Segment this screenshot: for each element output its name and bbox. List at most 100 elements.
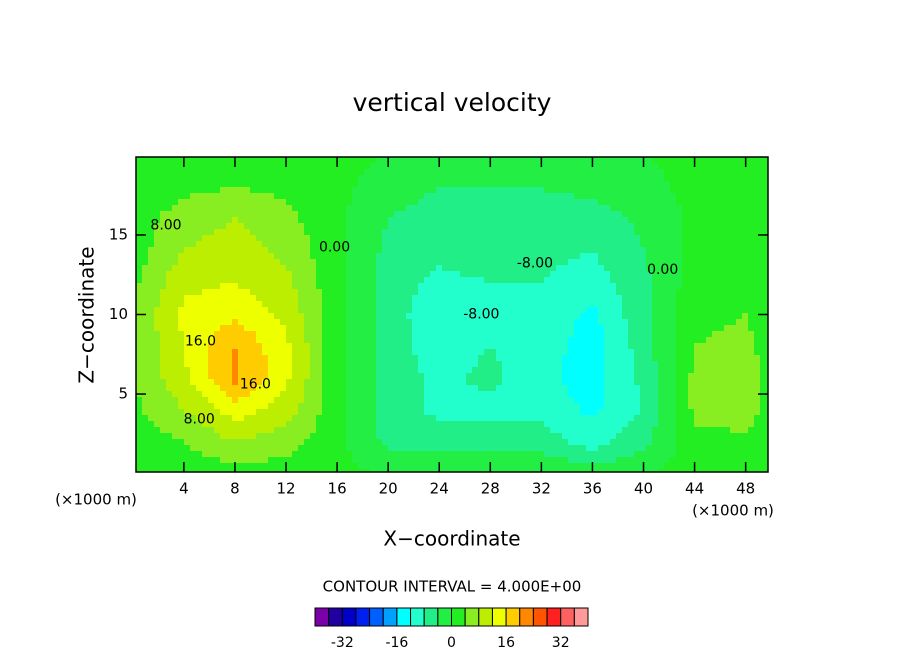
field-cell (496, 295, 503, 302)
field-cell (610, 361, 617, 368)
field-cell (334, 319, 341, 326)
field-cell (214, 229, 221, 236)
field-cell (658, 403, 665, 410)
field-cell (400, 211, 407, 218)
field-cell (160, 301, 167, 308)
field-cell (172, 271, 179, 278)
field-cell (742, 271, 749, 278)
field-cell (688, 193, 695, 200)
field-cell (736, 421, 743, 428)
field-cell (574, 319, 581, 326)
field-cell (634, 271, 641, 278)
field-cell (700, 199, 707, 206)
field-cell (550, 361, 557, 368)
field-cell (682, 307, 689, 314)
field-cell (598, 229, 605, 236)
field-cell (166, 343, 173, 350)
field-cell (634, 379, 641, 386)
field-cell (268, 343, 275, 350)
field-cell (184, 199, 191, 206)
field-cell (268, 307, 275, 314)
field-cell (502, 271, 509, 278)
field-cell (406, 361, 413, 368)
field-cell (220, 337, 227, 344)
field-cell (226, 301, 233, 308)
field-cell (136, 325, 143, 332)
field-cell (598, 169, 605, 176)
field-cell (622, 217, 629, 224)
field-cell (730, 427, 737, 434)
field-cell (700, 157, 707, 164)
field-cell (388, 319, 395, 326)
field-cell (160, 367, 167, 374)
field-cell (676, 163, 683, 170)
field-cell (514, 319, 521, 326)
field-cell (148, 181, 155, 188)
field-cell (478, 253, 485, 260)
field-cell (622, 163, 629, 170)
field-cell (178, 403, 185, 410)
field-cell (280, 283, 287, 290)
field-cell (160, 319, 167, 326)
field-cell (220, 331, 227, 338)
field-cell (634, 175, 641, 182)
field-cell (238, 355, 245, 362)
field-cell (142, 241, 149, 248)
field-cell (610, 163, 617, 170)
field-cell (622, 253, 629, 260)
field-cell (460, 355, 467, 362)
field-cell (340, 175, 347, 182)
field-cell (136, 367, 143, 374)
field-cell (760, 385, 767, 392)
field-cell (448, 169, 455, 176)
field-cell (226, 247, 233, 254)
field-cell (358, 169, 365, 176)
field-cell (556, 337, 563, 344)
field-cell (730, 331, 737, 338)
field-cell (256, 199, 263, 206)
field-cell (370, 433, 377, 440)
field-cell (298, 205, 305, 212)
field-cell (256, 355, 263, 362)
field-cell (550, 391, 557, 398)
field-cell (730, 193, 737, 200)
field-cell (340, 277, 347, 284)
field-cell (682, 409, 689, 416)
field-cell (586, 427, 593, 434)
field-cell (508, 427, 515, 434)
field-cell (262, 391, 269, 398)
field-cell (280, 271, 287, 278)
field-cell (154, 271, 161, 278)
field-cell (670, 337, 677, 344)
field-cell (454, 163, 461, 170)
field-cell (292, 379, 299, 386)
field-cell (286, 427, 293, 434)
field-cell (466, 433, 473, 440)
field-cell (406, 355, 413, 362)
field-cell (148, 223, 155, 230)
field-cell (280, 193, 287, 200)
field-cell (520, 169, 527, 176)
field-cell (712, 319, 719, 326)
field-cell (544, 319, 551, 326)
field-cell (394, 211, 401, 218)
field-cell (742, 385, 749, 392)
field-cell (754, 259, 761, 266)
field-cell (700, 301, 707, 308)
field-cell (178, 187, 185, 194)
field-cell (442, 193, 449, 200)
field-cell (184, 421, 191, 428)
field-cell (388, 253, 395, 260)
field-cell (670, 175, 677, 182)
field-cell (700, 277, 707, 284)
field-cell (562, 283, 569, 290)
field-cell (376, 241, 383, 248)
field-cell (682, 271, 689, 278)
field-cell (244, 355, 251, 362)
field-cell (592, 427, 599, 434)
field-cell (640, 223, 647, 230)
field-cell (646, 337, 653, 344)
field-cell (316, 373, 323, 380)
field-cell (478, 157, 485, 164)
field-cell (508, 337, 515, 344)
